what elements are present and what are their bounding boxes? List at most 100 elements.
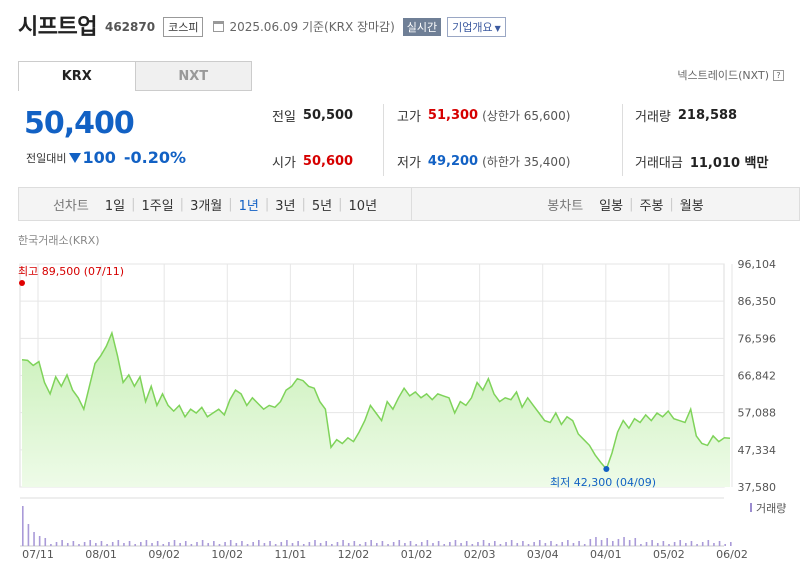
volume-bar	[578, 541, 580, 546]
volume-bar	[634, 538, 637, 546]
y-tick-label: 37,580	[738, 481, 777, 494]
volume-bar	[404, 543, 406, 546]
volume-bar	[22, 506, 24, 546]
amount-value: 11,010 백만	[689, 155, 769, 171]
volume-bar	[640, 544, 642, 546]
y-tick-label: 96,104	[738, 258, 777, 271]
volume-bar	[179, 543, 181, 546]
volume-bar	[679, 540, 682, 546]
volume-bar	[44, 538, 47, 546]
change-percent: -0.20%	[123, 148, 187, 167]
period-bar: 선차트 1일 | 1주일 | 3개월 | 1년 | 3년 | 5년 | 10년 봉차트 일봉…	[18, 187, 800, 221]
period-1d[interactable]: 1일	[104, 198, 126, 214]
separator: |	[301, 196, 306, 212]
x-tick-label: 03/04	[527, 548, 559, 561]
upper-limit: (상한가 65,600)	[482, 108, 571, 123]
high-value: 51,300	[427, 107, 479, 123]
volume-value: 218,588	[677, 107, 738, 123]
volume-bar	[561, 542, 564, 546]
volume-bar	[190, 544, 193, 546]
volume-bar	[342, 540, 344, 546]
candle-monthly[interactable]: 월봉	[679, 198, 704, 214]
help-icon[interactable]: ?	[773, 69, 784, 81]
volume-bar	[432, 543, 434, 546]
volume-bar	[252, 542, 254, 546]
info-prev: 전일 50,500	[272, 104, 353, 126]
tab-krx[interactable]: KRX	[18, 61, 136, 91]
nxt-trade-info: 넥스트레이드(NXT) ?	[677, 67, 784, 83]
volume-bar	[38, 536, 41, 546]
volume-bar	[168, 542, 170, 546]
volume-bar	[331, 544, 333, 546]
volume-bar	[730, 542, 732, 546]
period-3y[interactable]: 3년	[275, 198, 296, 214]
candle-weekly[interactable]: 주봉	[639, 198, 664, 214]
period-1w[interactable]: 1주일	[141, 198, 174, 214]
volume-bar	[83, 542, 86, 546]
volume-bar	[477, 542, 479, 546]
volume-bar	[628, 540, 631, 546]
volume-legend-label: 거래량	[756, 502, 786, 515]
volume-bar	[449, 542, 451, 546]
x-tick-label: 06/02	[716, 548, 748, 561]
volume-bar	[595, 537, 597, 546]
calendar-icon	[213, 21, 225, 32]
period-3m[interactable]: 3개월	[190, 198, 223, 214]
volume-bar	[89, 540, 92, 546]
live-button[interactable]: 실시간	[402, 17, 442, 36]
low-value: 49,200	[427, 153, 479, 169]
nxt-trade-label: 넥스트레이드(NXT)	[677, 69, 769, 82]
low-label: 최저 42,300 (04/09)	[550, 476, 656, 489]
volume-bar	[443, 544, 446, 546]
volume-bar	[589, 539, 592, 546]
volume-bar	[387, 544, 389, 546]
x-tick-label: 08/01	[85, 548, 117, 561]
volume-bar	[494, 541, 496, 546]
volume-legend-icon	[750, 503, 752, 512]
volume-bar	[668, 544, 670, 546]
volume-bar	[612, 541, 614, 546]
volume-bar	[173, 540, 176, 546]
volume-bar	[550, 541, 552, 546]
volume-bar	[482, 540, 485, 546]
down-triangle-icon	[69, 152, 82, 163]
line-chart-periods: 선차트 1일 | 1주일 | 3개월 | 1년 | 3년 | 5년 | 10년	[19, 188, 412, 220]
volume-bar	[314, 540, 316, 546]
x-tick-label: 01/02	[401, 548, 433, 561]
volume-bar	[426, 540, 429, 546]
lower-limit: (하한가 35,400)	[482, 154, 571, 169]
separator: |	[669, 196, 674, 212]
volume-bar	[156, 541, 159, 546]
volume-bar	[162, 544, 165, 546]
volume-bar	[269, 541, 271, 546]
volume-bar	[246, 544, 249, 546]
period-5y[interactable]: 5년	[311, 198, 333, 214]
price-area	[22, 333, 730, 487]
volume-bar	[297, 541, 299, 546]
x-tick-label: 12/02	[338, 548, 370, 561]
volume-bar	[111, 542, 114, 546]
x-tick-label: 05/02	[653, 548, 685, 561]
company-overview-button[interactable]: 기업개요 ▼	[447, 16, 506, 37]
volume-bar	[229, 540, 232, 546]
open-label: 시가	[272, 155, 296, 171]
chevron-down-icon: ▼	[494, 23, 501, 33]
tab-nxt[interactable]: NXT	[135, 61, 252, 91]
volume-bar	[117, 540, 120, 546]
volume-bar	[392, 542, 395, 546]
period-1y[interactable]: 1년	[238, 198, 259, 214]
volume-bar	[685, 543, 687, 546]
volume-bar	[196, 542, 198, 546]
volume-bar	[718, 541, 721, 546]
price-chart[interactable]: 96,104 86,350 76,596 66,842 57,088 47,334 37,5…	[0, 250, 800, 584]
volume-bar	[510, 540, 513, 546]
volume-bar	[207, 543, 210, 546]
date-info: 2025.06.09 기준(KRX 장마감)	[213, 18, 395, 35]
volume-bar	[522, 541, 524, 546]
period-10y[interactable]: 10년	[348, 198, 378, 214]
info-low: 저가 49,200 (하한가 35,400)	[397, 150, 570, 172]
candle-daily[interactable]: 일봉	[599, 198, 624, 214]
volume-bar	[218, 544, 221, 546]
volume-bar	[106, 544, 108, 546]
volume-bar	[701, 542, 704, 546]
